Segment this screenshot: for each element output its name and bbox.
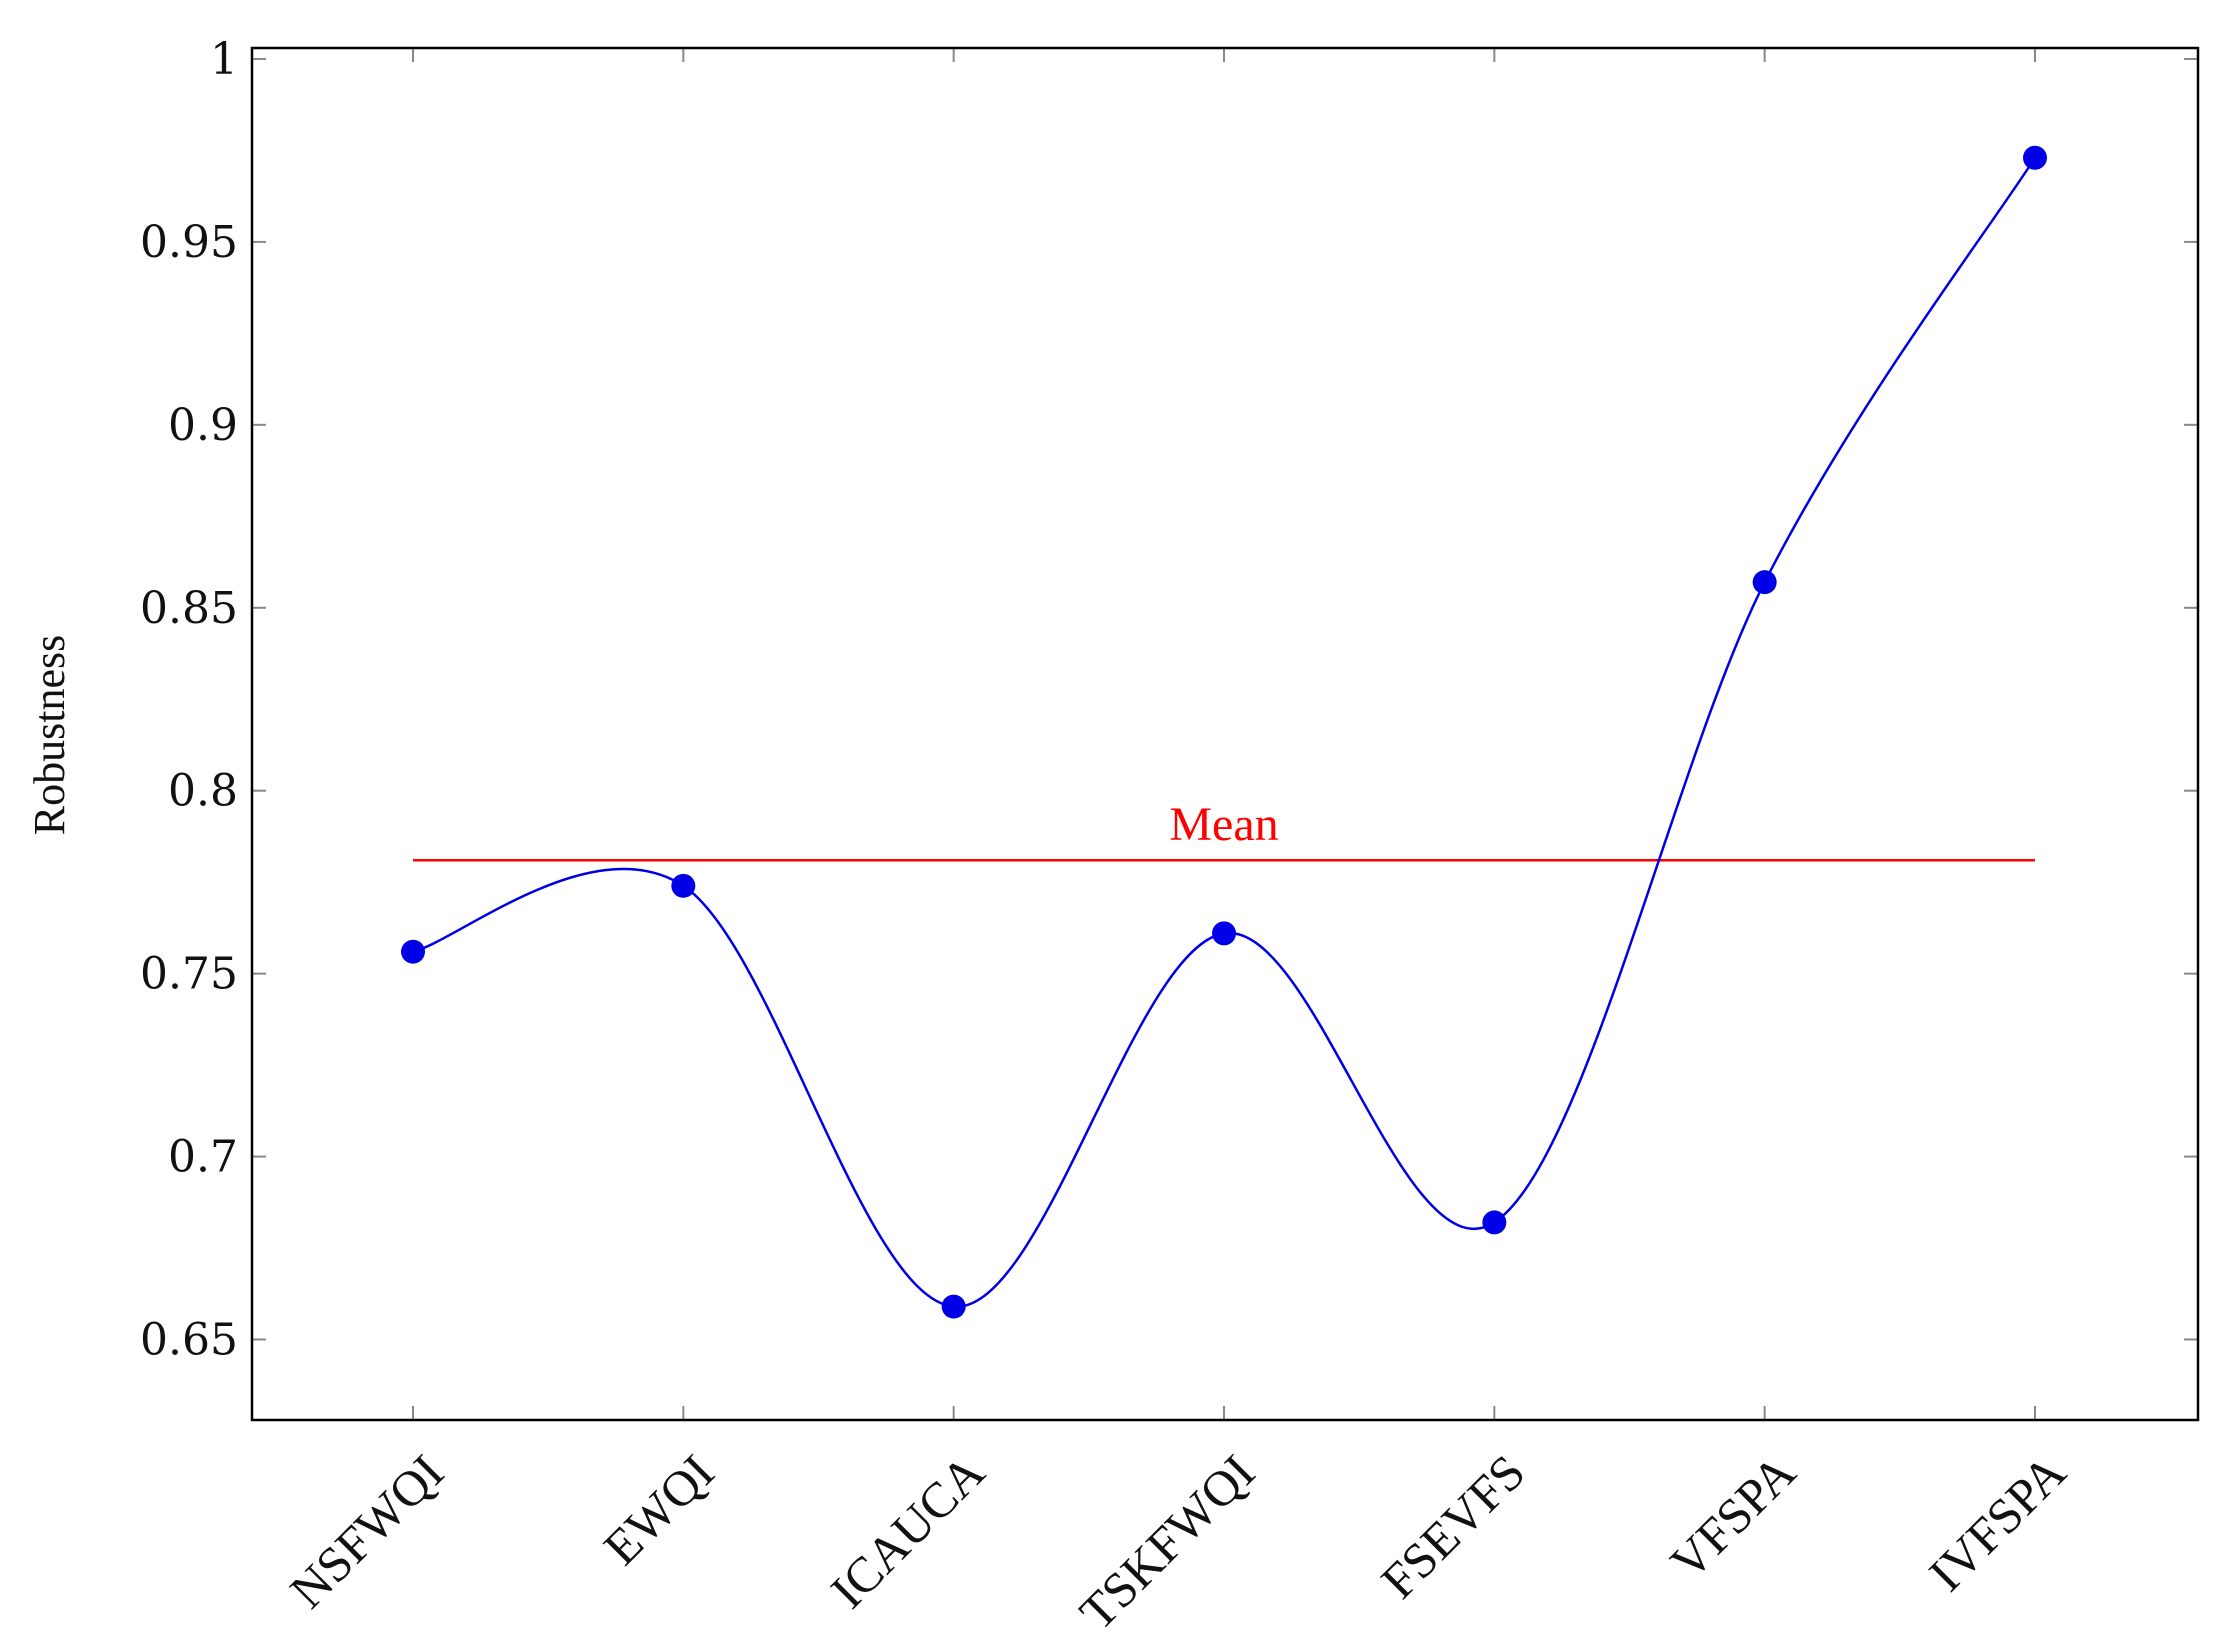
data-point: [671, 873, 696, 898]
series-group: [401, 145, 2047, 1319]
x-tick-labels: NSFWQI EWQI ICAUCA TSKFWQI FSEVFS VFSPA IVFSPA: [279, 1444, 2076, 1641]
x-tick-label: IVFSPA: [1918, 1444, 2076, 1602]
y-tick-label: 0.7: [168, 1132, 238, 1183]
y-tick-label: 0.85: [140, 583, 238, 634]
data-point: [1212, 921, 1236, 946]
x-tick-label: NSFWQI: [279, 1444, 454, 1619]
data-point: [2023, 145, 2047, 170]
x-tick-label: TSKFWQI: [1069, 1444, 1266, 1641]
data-point: [1482, 1210, 1507, 1235]
series-line: [412, 157, 2037, 1308]
y-tick-label: 1: [210, 34, 238, 85]
x-tick-label: FSEVFS: [1370, 1444, 1535, 1609]
data-point: [941, 1294, 966, 1319]
y-tick-label: 0.75: [140, 949, 238, 1000]
x-tick-label: ICAUCA: [820, 1444, 995, 1619]
y-axis-title: Robustness: [25, 635, 74, 835]
y-tick-label: 0.95: [140, 217, 238, 268]
plot-frame-group: [250, 46, 2200, 1422]
y-tick-labels: 0.65 0.7 0.75 0.8 0.85 0.9 0.95 1: [140, 34, 238, 1366]
plot-frame: [250, 46, 2200, 1422]
y-tick-label: 0.8: [168, 766, 238, 817]
x-tick-label: EWQI: [593, 1444, 725, 1576]
y-tick-label: 0.65: [140, 1315, 238, 1366]
mean-line-group: Mean: [413, 798, 2035, 862]
mean-label: Mean: [1169, 798, 1278, 851]
y-tick-label: 0.9: [168, 400, 238, 451]
tick-marks: [252, 48, 2198, 1420]
x-tick-label: VFSPA: [1659, 1444, 1805, 1590]
data-point: [1752, 570, 1777, 595]
data-point: [401, 939, 425, 964]
